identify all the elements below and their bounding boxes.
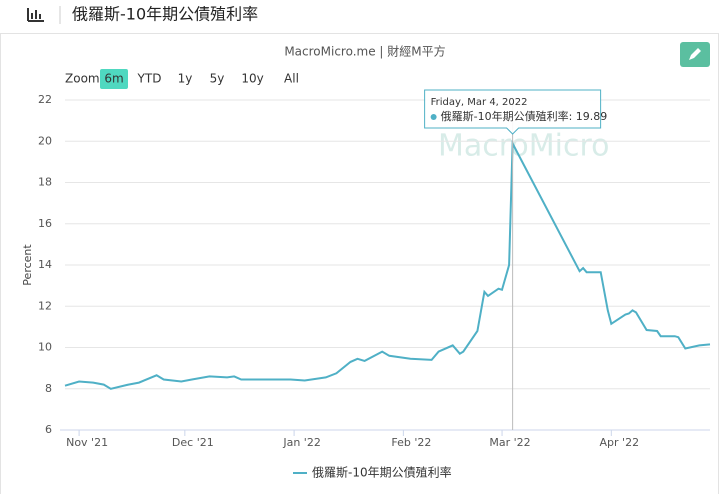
y-tick-label: 18 (38, 176, 52, 189)
tooltip-text: 俄羅斯-10年期公債殖利率: 19.89 (441, 109, 608, 123)
x-tick-label: Mar '22 (489, 436, 530, 449)
chart-subtitle: MacroMicro.me | 財經M平方 (284, 44, 445, 59)
x-tick-label: Dec '21 (172, 436, 214, 449)
y-tick-label: 6 (45, 423, 52, 436)
chart-icon (27, 8, 44, 22)
zoom-button[interactable]: 1y (178, 72, 193, 86)
chart-frame (0, 33, 719, 498)
y-tick-label: 20 (38, 134, 52, 147)
x-tick-label: Apr '22 (600, 436, 640, 449)
tooltip-dot (430, 114, 437, 120)
y-tick-label: 16 (38, 217, 52, 230)
page-title: 俄羅斯-10年期公債殖利率 (72, 5, 258, 24)
data-line (64, 139, 711, 390)
tooltip-sep: : (569, 110, 576, 123)
pencil-icon (689, 48, 701, 60)
tooltip-series: 俄羅斯-10年期公債殖利率 (441, 109, 569, 123)
tooltip-box (424, 89, 602, 135)
x-tick-label: Jan '22 (282, 436, 320, 449)
zoom-button[interactable]: All (284, 72, 299, 86)
tooltip-value: 19.89 (576, 110, 608, 123)
watermark: MacroMicro (438, 129, 610, 164)
x-tick-label: Feb '22 (391, 436, 431, 449)
zoom-button[interactable]: 5y (210, 72, 225, 86)
zoom-button[interactable]: 10y (241, 72, 263, 86)
y-tick-label: 10 (38, 341, 52, 354)
y-axis-label: Percent (21, 244, 34, 286)
zoom-button[interactable]: YTD (137, 72, 162, 86)
y-tick-label: 14 (38, 258, 52, 271)
y-tick-label: 8 (45, 382, 52, 395)
tooltip-date: Friday, Mar 4, 2022 (431, 97, 528, 108)
y-tick-label: 22 (38, 93, 52, 106)
zoom-label: Zoom (65, 72, 100, 86)
x-tick-label: Nov '21 (66, 436, 108, 449)
zoom-button[interactable]: 6m (104, 72, 123, 86)
zoom-button-bg (100, 69, 128, 89)
y-tick-label: 12 (38, 299, 52, 312)
legend-label[interactable]: 俄羅斯-10年期公債殖利率 (312, 465, 452, 480)
